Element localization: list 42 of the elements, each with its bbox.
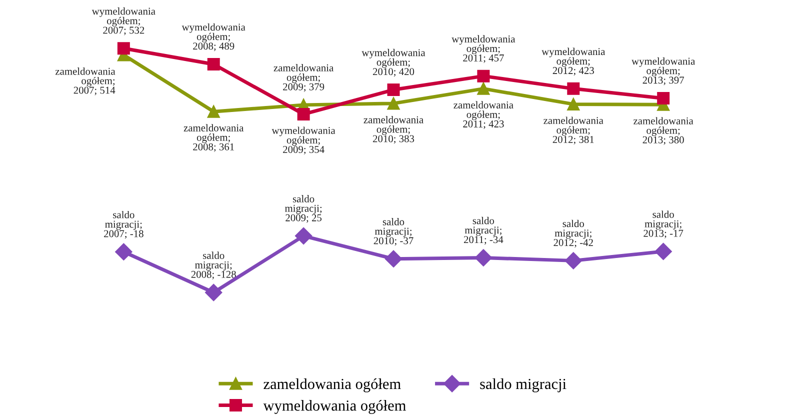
point <box>297 108 310 120</box>
point <box>657 92 670 105</box>
legend-label: zameldowania ogółem <box>264 378 401 392</box>
data-label: saldo migracji; 2013; -17 <box>644 210 684 238</box>
data-label: saldo migracji; 2012; -42 <box>554 220 593 248</box>
point <box>477 70 490 82</box>
point <box>567 98 580 110</box>
point <box>567 82 580 95</box>
point <box>387 97 400 110</box>
data-label: wymeldowania ogółem; 2012; 423 <box>542 48 606 76</box>
point <box>207 58 220 70</box>
data-label: zameldowania ogółem; 2010; 383 <box>364 116 424 144</box>
point <box>117 42 130 55</box>
data-label: wymeldowania ogółem; 2007; 532 <box>92 7 156 36</box>
data-label: zameldowania ogółem; 2007; 514 <box>55 67 116 96</box>
data-label: wymeldowania ogółem; 2011; 457 <box>452 35 516 63</box>
data-label: zameldowania ogółem; 2008; 361 <box>184 124 244 152</box>
point <box>477 82 490 95</box>
data-label: saldo migracji; 2008; -128 <box>191 252 236 280</box>
legend-label: wymeldowania ogółem <box>263 400 406 414</box>
data-label: wymeldowania ogółem; 2009; 354 <box>272 126 336 154</box>
data-label: saldo migracji; 2009; 25 <box>284 195 322 223</box>
data-label: zameldowania ogółem; 2012; 381 <box>544 116 604 144</box>
data-label: zameldowania ogółem; 2013; 380 <box>634 117 694 145</box>
data-label: saldo migracji; 2011; -34 <box>464 216 504 245</box>
data-label: wymeldowania ogółem; 2008; 489 <box>182 23 246 52</box>
data-label: saldo migracji; 2010; -37 <box>374 218 414 246</box>
point <box>474 249 492 266</box>
point <box>295 227 312 244</box>
point <box>654 242 672 260</box>
point <box>205 284 222 302</box>
point <box>115 243 132 260</box>
data-label: zameldowania ogółem; 2009; 379 <box>274 64 334 92</box>
legend-label: saldo migracji <box>480 378 566 392</box>
data-label: wymeldowania ogółem; 2013; 397 <box>632 57 696 86</box>
data-label: wymeldowania ogółem; 2010; 420 <box>362 48 426 77</box>
point <box>207 105 220 118</box>
point <box>387 84 400 96</box>
point <box>564 252 582 270</box>
data-label: saldo migracji; 2007; -18 <box>104 210 144 239</box>
data-label: zameldowania ogółem; 2011; 423 <box>454 101 514 129</box>
point <box>384 250 402 268</box>
